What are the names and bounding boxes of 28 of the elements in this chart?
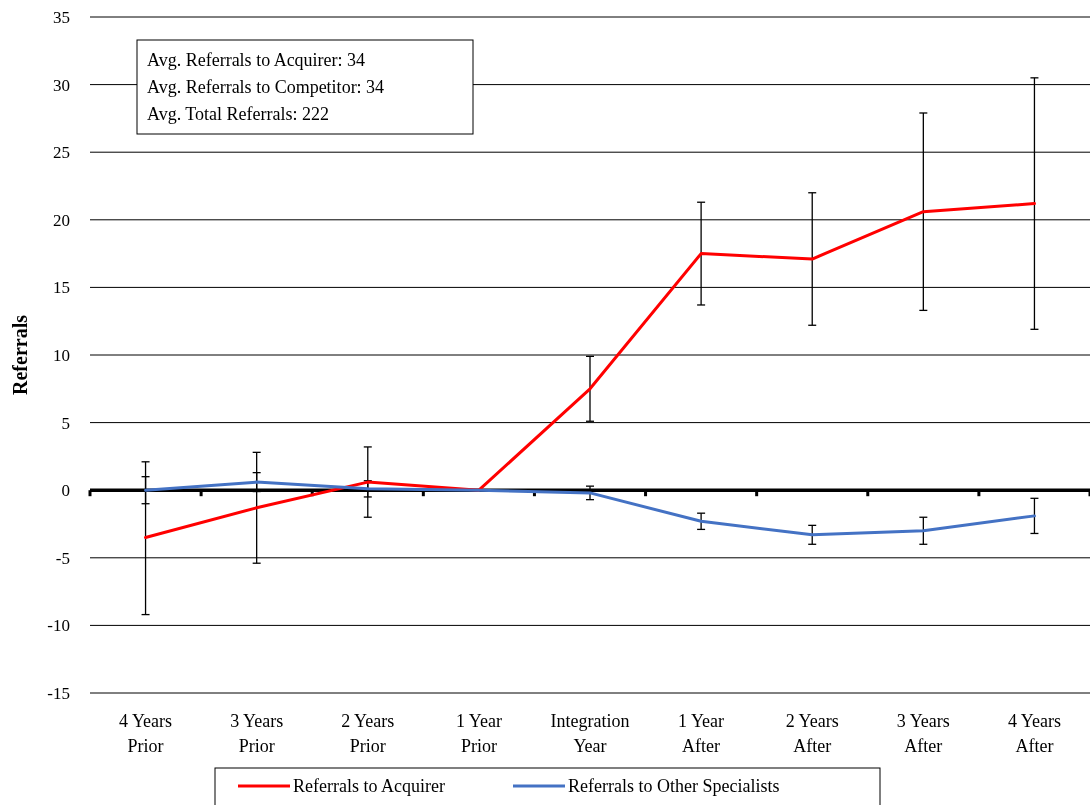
y-tick-label: 15 bbox=[53, 278, 70, 298]
x-tick-label: 2 Years Prior bbox=[341, 711, 395, 756]
legend-label: Referrals to Acquirer bbox=[293, 776, 445, 797]
x-tick-label: Integration Year bbox=[550, 711, 630, 756]
x-tick-label: 2 Years After bbox=[785, 711, 839, 756]
y-tick-label: 0 bbox=[61, 481, 70, 501]
x-tick-label: 3 Years After bbox=[896, 711, 950, 756]
y-tick-label: 10 bbox=[53, 345, 70, 365]
y-tick-label: 20 bbox=[53, 210, 70, 230]
y-axis-title: Referrals bbox=[9, 314, 31, 395]
legend-label: Referrals to Other Specialists bbox=[568, 776, 780, 797]
x-tick-label: 1 Year Prior bbox=[455, 711, 502, 756]
annotation: Avg. Referrals to Competitor: 34 bbox=[147, 77, 385, 97]
y-tick-label: -15 bbox=[47, 683, 70, 703]
y-tick-label: 5 bbox=[61, 413, 70, 433]
x-tick-label: 4 Years After bbox=[1007, 711, 1061, 756]
y-tick-label: 30 bbox=[53, 75, 70, 95]
annotation: Avg. Referrals to Acquirer: 34 bbox=[147, 50, 366, 70]
x-tick-label: 3 Years Prior bbox=[230, 711, 284, 756]
line-series bbox=[144, 202, 1036, 540]
y-tick-label: -5 bbox=[55, 548, 70, 568]
y-tick-label: 25 bbox=[53, 143, 70, 163]
annotation: Avg. Total Referrals: 222 bbox=[147, 104, 330, 124]
y-tick-label: 35 bbox=[53, 7, 70, 27]
y-tick-label: -10 bbox=[47, 616, 70, 636]
x-tick-label: 1 Year After bbox=[678, 711, 725, 756]
line-series bbox=[144, 480, 1036, 537]
x-tick-label: 4 Years Prior bbox=[119, 711, 173, 756]
